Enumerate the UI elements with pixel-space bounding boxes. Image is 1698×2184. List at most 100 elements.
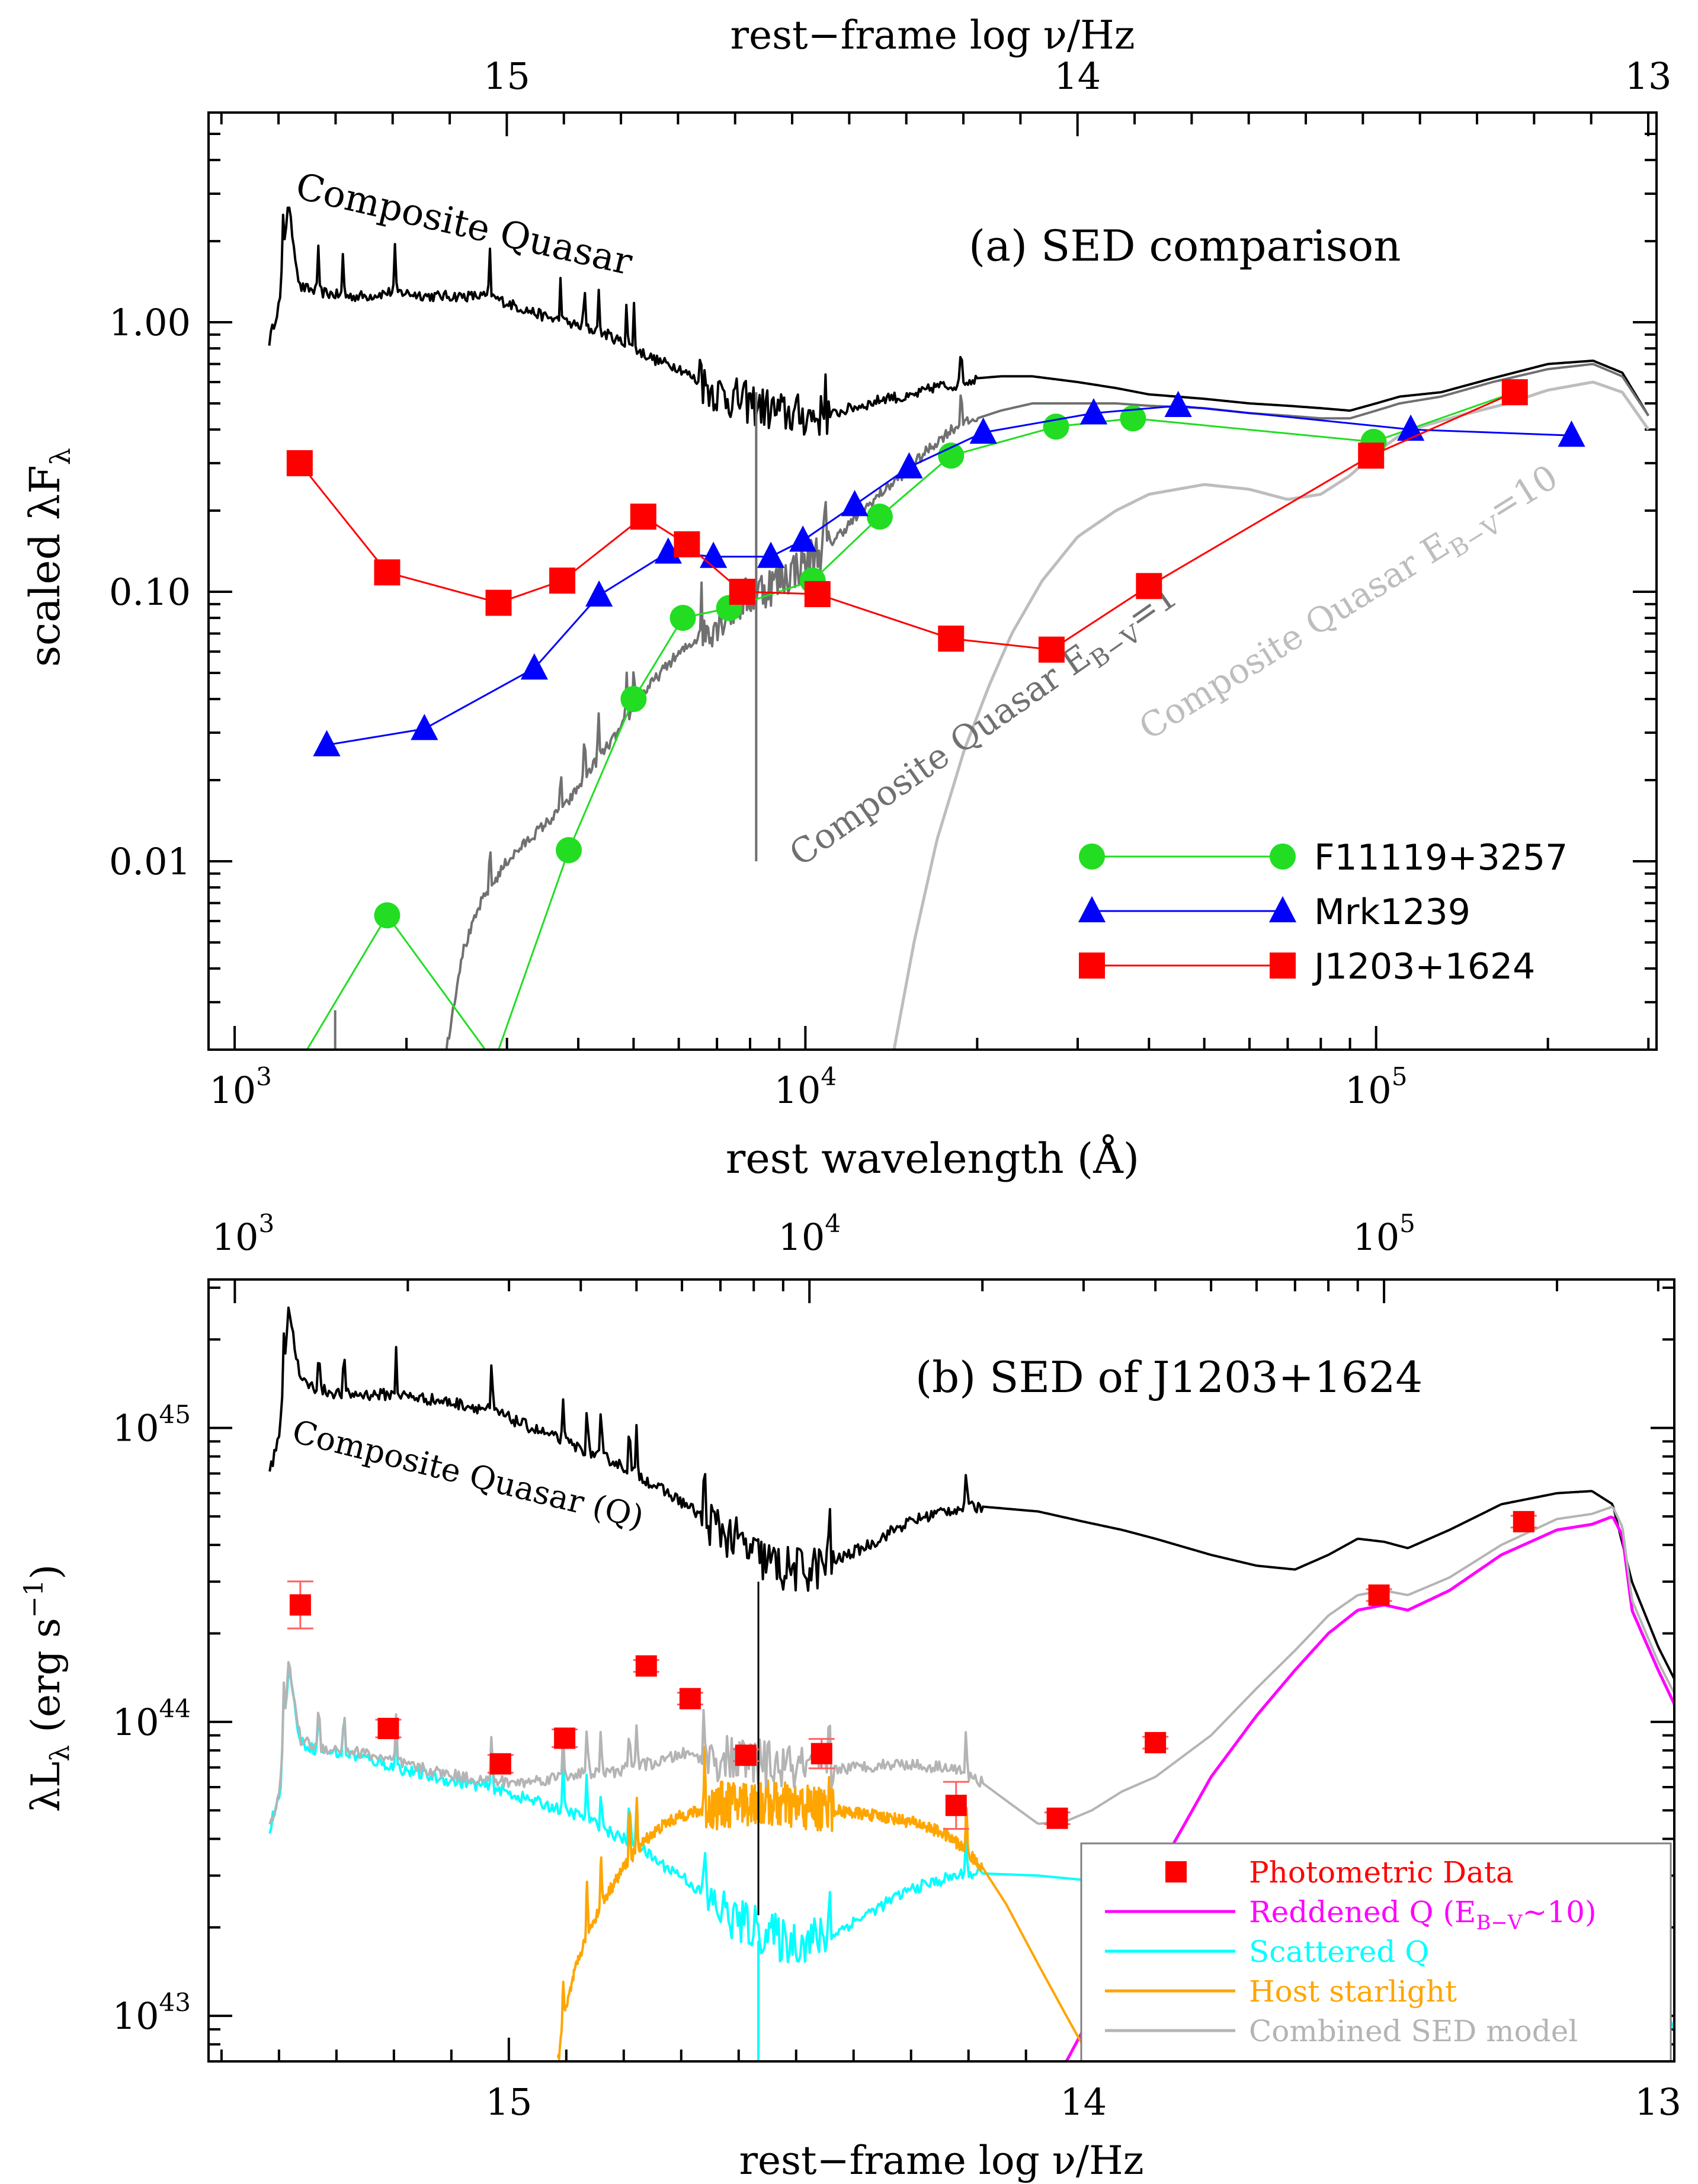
legend-sub-b: B−V	[1476, 1911, 1523, 1935]
legend-marker-a	[1079, 953, 1105, 979]
x-tick-base-a: 10	[209, 1069, 256, 1112]
model-curves-a	[268, 206, 1650, 1050]
annotation-text-a: Composite Quasar E	[1132, 524, 1456, 748]
legend-label-b: Host starlight	[1249, 1974, 1457, 2009]
data-point-a	[1079, 398, 1108, 425]
data-point-b	[1145, 1731, 1167, 1753]
legend-text-b: Host starlight	[1249, 1974, 1457, 2009]
data-point-a	[669, 605, 696, 631]
data-point-a	[286, 450, 313, 476]
legend-text-b: Combined SED model	[1249, 2014, 1578, 2048]
y-tick-label-b: 1044	[113, 1694, 191, 1744]
y-axis-label-a: scaled λFλ	[21, 448, 76, 667]
bottom-tick-label-b: 13	[1635, 2080, 1681, 2124]
x-tick-label-a: 103	[209, 1062, 272, 1112]
legend-label-a: Mrk1239	[1314, 891, 1470, 933]
data-point-a	[1136, 573, 1162, 599]
data-point-a	[729, 579, 755, 605]
y-tick-exp-b: 45	[159, 1400, 191, 1429]
top-tick-label-b: 105	[1353, 1209, 1415, 1259]
legend-label-b: Reddened Q (EB−V~10)	[1249, 1895, 1597, 1935]
data-point-a	[841, 490, 869, 517]
legend-text-b: Scattered Q	[1249, 1935, 1429, 1969]
legend-marker-a	[1268, 896, 1297, 922]
panel-title-b: (b) SED of J1203+1624	[915, 1352, 1423, 1402]
data-point-a	[411, 714, 438, 740]
top-tick-label-a: 14	[1054, 54, 1101, 98]
data-point-a	[620, 686, 647, 713]
data-point-b	[735, 1744, 757, 1766]
data-point-a	[1038, 636, 1065, 663]
legend-tail-b: ~10)	[1522, 1895, 1596, 1929]
legend-label-a: J1203+1624	[1312, 946, 1535, 987]
data-point-a	[1358, 442, 1385, 469]
data-point-b	[489, 1753, 511, 1775]
data-point-a	[1501, 379, 1528, 406]
x-tick-base-a: 10	[1345, 1069, 1392, 1112]
legend-marker-b	[1165, 1861, 1187, 1882]
y-axis-label-main-b: λL	[23, 1762, 69, 1813]
legend-text-b: Photometric Data	[1249, 1855, 1514, 1890]
data-point-a	[700, 541, 728, 568]
y-axis-label-sub-b: λ	[45, 1745, 75, 1762]
model-curve-b	[556, 1745, 1093, 2061]
y-tick-label-a: 1.00	[109, 301, 191, 344]
data-point-b	[945, 1794, 967, 1816]
y-tick-label-b: 1045	[113, 1400, 191, 1450]
legend-marker-a	[1270, 844, 1296, 870]
data-point-a	[674, 531, 700, 557]
data-point-b	[1513, 1510, 1534, 1532]
legend-a: F11119+3257 Mrk1239 J1203+1624	[1078, 837, 1568, 987]
top-tick-base-b: 10	[1353, 1216, 1399, 1259]
curve-annotation-b: Composite Quasar (Q)	[289, 1413, 648, 1536]
data-point-b	[635, 1655, 657, 1677]
bottom-tick-label-b: 14	[1060, 2080, 1107, 2124]
legend-marker-a	[1270, 953, 1296, 979]
top-axis-label-a: rest−frame log ν/Hz	[730, 12, 1135, 58]
data-point-a	[295, 1048, 304, 1050]
data-point-b	[810, 1743, 832, 1765]
legend-label-b: Scattered Q	[1249, 1935, 1429, 1969]
data-point-a	[938, 442, 965, 469]
annotation-text-a: Composite Quasar E	[782, 636, 1098, 874]
x-tick-label-a: 105	[1345, 1062, 1408, 1112]
y-tick-base-b: 10	[113, 1994, 159, 2038]
data-point-a	[1164, 390, 1192, 417]
bottom-tick-label-b: 15	[485, 2080, 532, 2124]
frame-a	[207, 111, 1658, 1051]
legend-marker-a	[1079, 844, 1105, 870]
panel-title-a: (a) SED comparison	[969, 221, 1401, 271]
data-point-a	[804, 581, 831, 608]
y-axis-label-sup-b: −1	[19, 1579, 49, 1618]
data-point-a	[938, 626, 965, 652]
data-point-a	[1120, 405, 1146, 432]
photometric-points-b	[287, 1510, 1537, 1830]
top-tick-label-b: 103	[212, 1209, 275, 1259]
y-axis-label-b: λLλ (erg s−1)	[19, 1564, 75, 1813]
x-tick-label-a: 104	[774, 1062, 837, 1112]
x-tick-base-a: 10	[774, 1069, 821, 1112]
y-axis-label-sub-a: λ	[44, 448, 76, 465]
curve-annotation-a: Composite Quasar EB−V=10	[1132, 457, 1568, 753]
data-point-b	[554, 1727, 576, 1749]
top-tick-label-a: 13	[1625, 54, 1672, 98]
data-point-a	[485, 589, 512, 616]
top-tick-exp-b: 3	[258, 1209, 274, 1238]
x-axis-label-a: rest wavelength (Å)	[726, 1134, 1139, 1183]
curve-annotation-a: Composite Quasar EB−V=1	[782, 576, 1188, 879]
y-axis-label-close-b: )	[23, 1564, 69, 1580]
data-point-a	[313, 730, 341, 756]
y-axis-label-units-b: (erg s	[23, 1618, 69, 1744]
data-point-a	[630, 503, 656, 530]
y-tick-exp-b: 43	[159, 1988, 191, 2017]
top-tick-label-b: 104	[778, 1209, 841, 1259]
y-tick-label-a: 0.01	[109, 840, 191, 883]
frame-b	[207, 1278, 1675, 2063]
y-tick-base-b: 10	[113, 1701, 159, 1744]
data-point-a	[520, 653, 548, 680]
data-point-a	[757, 541, 785, 568]
data-point-a	[789, 525, 817, 552]
